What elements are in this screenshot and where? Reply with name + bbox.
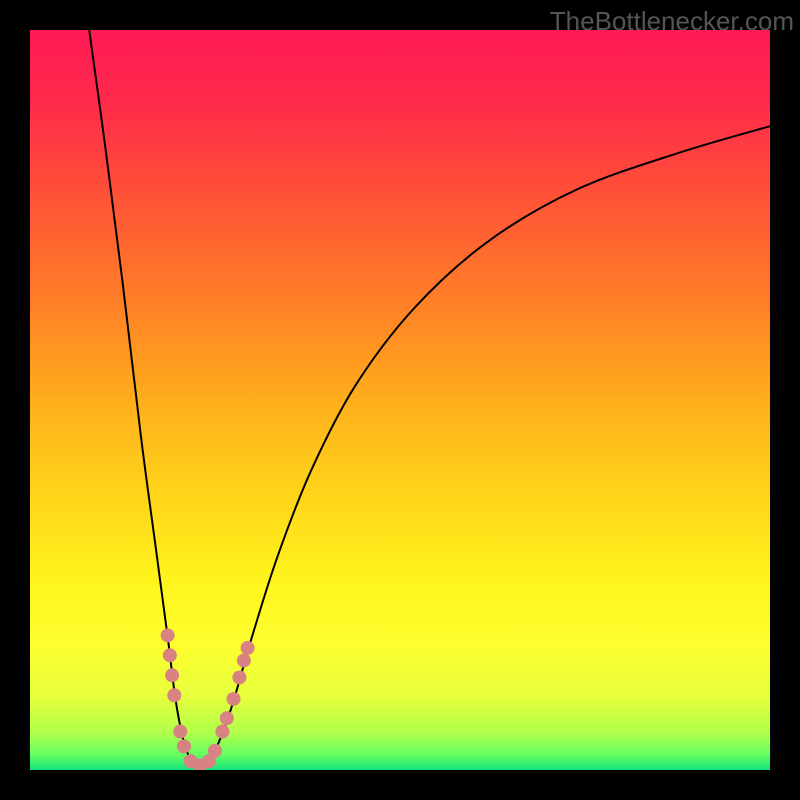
data-dot xyxy=(173,725,187,739)
data-dot xyxy=(167,688,181,702)
watermark-text: TheBottlenecker.com xyxy=(550,6,794,37)
data-dot xyxy=(163,648,177,662)
gradient-background xyxy=(30,30,770,770)
data-dot xyxy=(237,653,251,667)
data-dot xyxy=(227,692,241,706)
data-dot xyxy=(208,744,222,758)
data-dot xyxy=(220,711,234,725)
data-dot xyxy=(241,641,255,655)
chart-wrapper: TheBottlenecker.com xyxy=(0,0,800,800)
data-dot xyxy=(215,725,229,739)
plot-svg xyxy=(30,30,770,770)
data-dot xyxy=(161,628,175,642)
data-dot xyxy=(177,739,191,753)
data-dot xyxy=(232,671,246,685)
data-dot xyxy=(165,668,179,682)
plot-area xyxy=(30,30,770,770)
